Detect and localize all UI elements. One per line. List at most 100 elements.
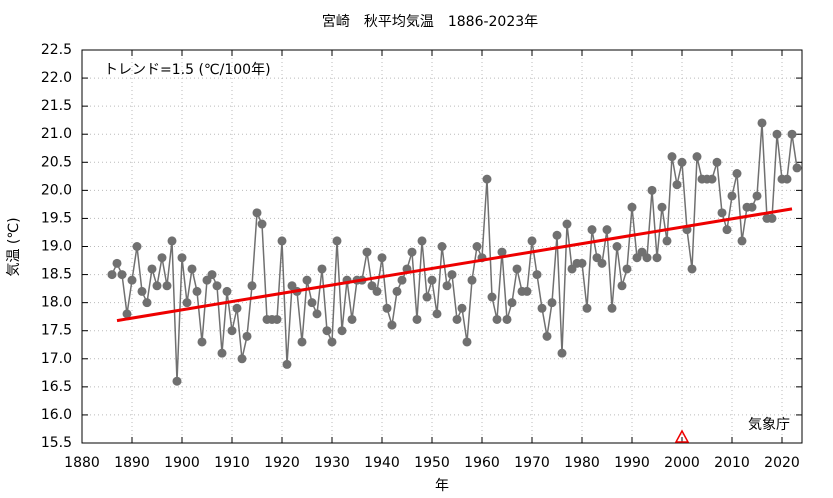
x-tick-label: 1910 bbox=[214, 455, 250, 471]
data-point bbox=[672, 180, 682, 190]
data-point bbox=[627, 202, 637, 212]
data-point bbox=[332, 236, 342, 246]
data-point bbox=[387, 320, 397, 330]
data-point bbox=[507, 298, 517, 308]
data-point bbox=[222, 286, 232, 296]
data-point bbox=[337, 326, 347, 336]
data-point bbox=[212, 281, 222, 291]
x-tick-label: 1930 bbox=[314, 455, 350, 471]
data-point bbox=[122, 309, 132, 319]
data-point bbox=[467, 275, 477, 285]
data-point bbox=[582, 303, 592, 313]
data-point bbox=[687, 264, 697, 274]
data-point bbox=[167, 236, 177, 246]
data-point bbox=[347, 314, 357, 324]
data-point bbox=[112, 258, 122, 268]
data-point bbox=[232, 303, 242, 313]
data-point bbox=[712, 157, 722, 167]
data-point bbox=[272, 314, 282, 324]
y-tick-label: 16.0 bbox=[41, 407, 72, 423]
data-point bbox=[562, 219, 572, 229]
y-tick-label: 20.0 bbox=[41, 182, 72, 198]
data-point bbox=[192, 286, 202, 296]
data-point bbox=[382, 303, 392, 313]
data-point bbox=[187, 264, 197, 274]
y-tick-label: 22.0 bbox=[41, 70, 72, 86]
data-point bbox=[142, 298, 152, 308]
data-point bbox=[207, 270, 217, 280]
chart-title: 宮崎 秋平均気温 1886-2023年 bbox=[322, 14, 538, 30]
y-tick-label: 19.0 bbox=[41, 239, 72, 255]
x-tick-label: 2020 bbox=[764, 455, 800, 471]
data-point bbox=[217, 348, 227, 358]
data-point bbox=[727, 191, 737, 201]
data-point bbox=[362, 247, 372, 257]
data-point bbox=[487, 292, 497, 302]
data-point bbox=[417, 236, 427, 246]
data-point bbox=[577, 258, 587, 268]
y-axis-label: 気温 (℃) bbox=[6, 217, 22, 276]
y-tick-label: 17.5 bbox=[41, 323, 72, 339]
data-point bbox=[442, 281, 452, 291]
data-point bbox=[652, 253, 662, 263]
data-point bbox=[642, 253, 652, 263]
data-point bbox=[782, 174, 792, 184]
x-tick-label: 1970 bbox=[514, 455, 550, 471]
data-point bbox=[667, 152, 677, 162]
data-point bbox=[707, 174, 717, 184]
data-point bbox=[152, 281, 162, 291]
data-point bbox=[597, 258, 607, 268]
data-point bbox=[542, 331, 552, 341]
trend-annotation: トレンド=1.5 (℃/100年) bbox=[104, 62, 271, 78]
y-tick-label: 21.0 bbox=[41, 126, 72, 142]
data-point bbox=[157, 253, 167, 263]
x-tick-label: 1940 bbox=[364, 455, 400, 471]
data-point bbox=[242, 331, 252, 341]
data-point bbox=[547, 298, 557, 308]
data-point bbox=[437, 242, 447, 251]
data-point bbox=[252, 208, 262, 218]
data-point bbox=[502, 314, 512, 324]
data-point bbox=[757, 118, 767, 128]
data-point bbox=[107, 270, 117, 280]
data-point bbox=[237, 354, 247, 364]
data-point bbox=[462, 337, 472, 347]
x-tick-label: 1950 bbox=[414, 455, 450, 471]
data-point bbox=[177, 253, 187, 263]
station-change-marker bbox=[674, 429, 690, 443]
data-point bbox=[512, 264, 522, 274]
data-point bbox=[127, 275, 137, 285]
data-point bbox=[647, 185, 657, 195]
data-point bbox=[752, 191, 762, 201]
plot-frame bbox=[81, 49, 803, 444]
data-point bbox=[302, 275, 312, 285]
x-tick-label: 1980 bbox=[564, 455, 600, 471]
data-point bbox=[422, 292, 432, 302]
data-point bbox=[767, 213, 777, 223]
data-point bbox=[692, 152, 702, 162]
data-point bbox=[532, 270, 542, 280]
data-point bbox=[552, 230, 562, 240]
data-point bbox=[537, 303, 547, 313]
data-point bbox=[617, 281, 627, 291]
y-tick-label: 21.5 bbox=[41, 98, 72, 114]
data-point bbox=[787, 129, 797, 139]
data-point bbox=[227, 326, 237, 336]
data-point bbox=[427, 275, 437, 285]
data-point bbox=[377, 253, 387, 263]
data-point bbox=[257, 219, 267, 229]
data-point bbox=[172, 376, 182, 386]
data-point bbox=[432, 309, 442, 319]
data-point bbox=[297, 337, 307, 347]
data-point bbox=[412, 314, 422, 324]
data-point bbox=[662, 236, 672, 246]
data-point bbox=[772, 129, 782, 139]
y-tick-label: 20.5 bbox=[41, 154, 72, 170]
x-tick-label: 1880 bbox=[64, 455, 100, 471]
data-point bbox=[677, 157, 687, 167]
x-axis-label: 年 bbox=[435, 478, 449, 494]
data-point bbox=[317, 264, 327, 274]
data-point bbox=[472, 242, 482, 251]
data-point bbox=[182, 298, 192, 308]
